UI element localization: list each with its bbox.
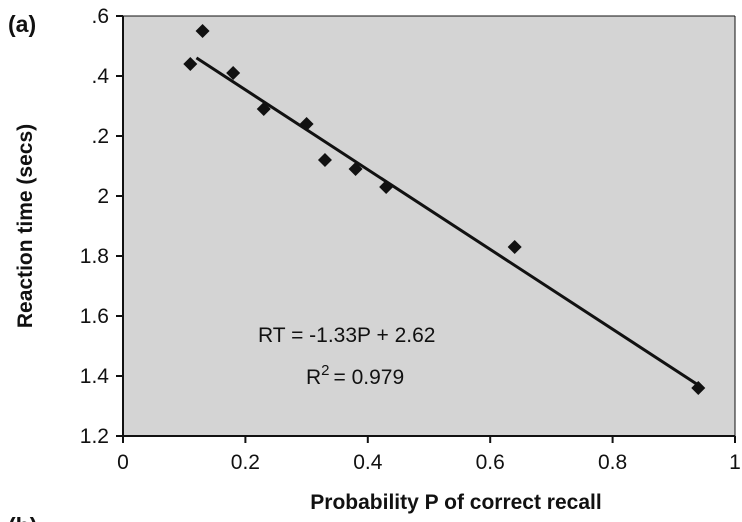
r-squared-value: = 0.979 (334, 366, 405, 389)
data-point (226, 66, 241, 80)
data-point (183, 57, 198, 71)
y-tick-label: 1.4 (80, 365, 110, 388)
panel-label: (a) (8, 11, 36, 37)
x-ticks: 0 0.2 0.4 0.6 0.8 1 (117, 436, 741, 474)
data-point (195, 24, 210, 38)
data-point (348, 162, 363, 176)
y-axis-title: Reaction time (secs) (14, 124, 37, 328)
regression-line (195, 56, 700, 387)
data-point (691, 381, 706, 395)
y-tick-label: 2 (97, 185, 109, 208)
y-tick-label: 1.2 (80, 425, 109, 448)
x-tick-label: 0.2 (231, 451, 260, 474)
points-layer (183, 24, 706, 395)
r-squared-superscript: 2 (321, 362, 329, 379)
x-axis-title: Probability P of correct recall (310, 491, 601, 514)
y-ticks: 1.2 1.4 1.6 1.8 2 .2 .4 .6 (80, 5, 123, 448)
y-tick-label: .6 (91, 5, 109, 28)
x-tick-label: 0 (117, 451, 129, 474)
data-point (317, 153, 332, 167)
data-point (299, 117, 314, 131)
y-tick-label: .2 (91, 125, 109, 148)
data-point (507, 240, 522, 254)
y-tick-label: .4 (91, 65, 109, 88)
plot-area (123, 16, 735, 436)
x-tick-label: 0.6 (476, 451, 505, 474)
next-panel-label: (b) (8, 513, 37, 522)
fit-equation: RT = -1.33P + 2.62 (258, 324, 435, 347)
y-tick-label: 1.8 (80, 245, 109, 268)
y-tick-label: 1.6 (80, 305, 109, 328)
x-tick-label: 0.8 (598, 451, 627, 474)
data-point (256, 102, 271, 116)
data-point (379, 180, 394, 194)
r-squared: R2 = 0.979 (306, 362, 404, 389)
x-tick-label: 1 (729, 451, 741, 474)
x-tick-label: 0.4 (353, 451, 383, 474)
fit-layer (195, 56, 700, 387)
r-squared-prefix: R (306, 366, 321, 389)
